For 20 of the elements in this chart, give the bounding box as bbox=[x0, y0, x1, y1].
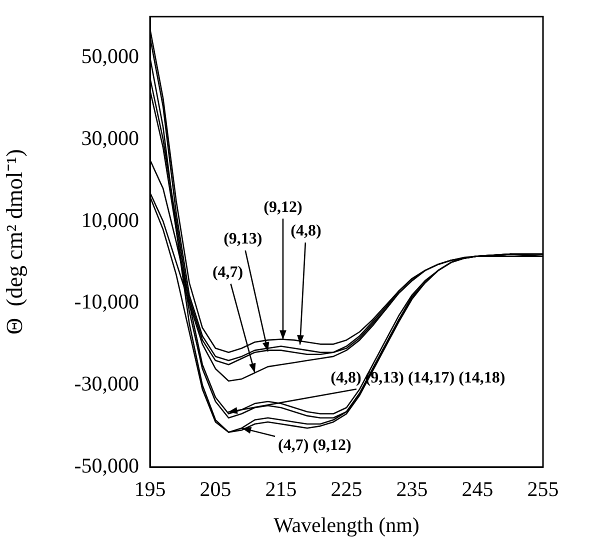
x-tick-label: 205 bbox=[200, 477, 232, 502]
annotation: (4,7) bbox=[212, 264, 244, 281]
x-tick-label: 215 bbox=[265, 477, 297, 502]
y-tick-label: -30,000 bbox=[74, 372, 139, 396]
y-tick-label: 50,000 bbox=[81, 44, 139, 68]
annotation: (9,12) bbox=[264, 198, 302, 216]
y-tick-label: 10,000 bbox=[81, 208, 139, 232]
x-axis-title: Wavelength (nm) bbox=[274, 512, 420, 537]
y-tick-label: -50,000 bbox=[74, 454, 139, 478]
x-tick-label: 245 bbox=[462, 477, 494, 502]
y-tick-label: -10,000 bbox=[74, 290, 139, 314]
x-tick-label: 225 bbox=[330, 477, 362, 502]
x-tick-label: 195 bbox=[134, 477, 166, 502]
y-axis-title: Θ (deg cm² dmol⁻¹) bbox=[2, 149, 27, 334]
y-tick-label: 30,000 bbox=[81, 126, 139, 150]
annotation: (4,8) bbox=[290, 222, 322, 240]
annotation: (4,7) (9,12) bbox=[278, 437, 352, 454]
x-tick-label: 235 bbox=[396, 477, 428, 502]
annotation: (9,13) bbox=[224, 230, 262, 248]
x-tick-label: 255 bbox=[527, 477, 559, 502]
